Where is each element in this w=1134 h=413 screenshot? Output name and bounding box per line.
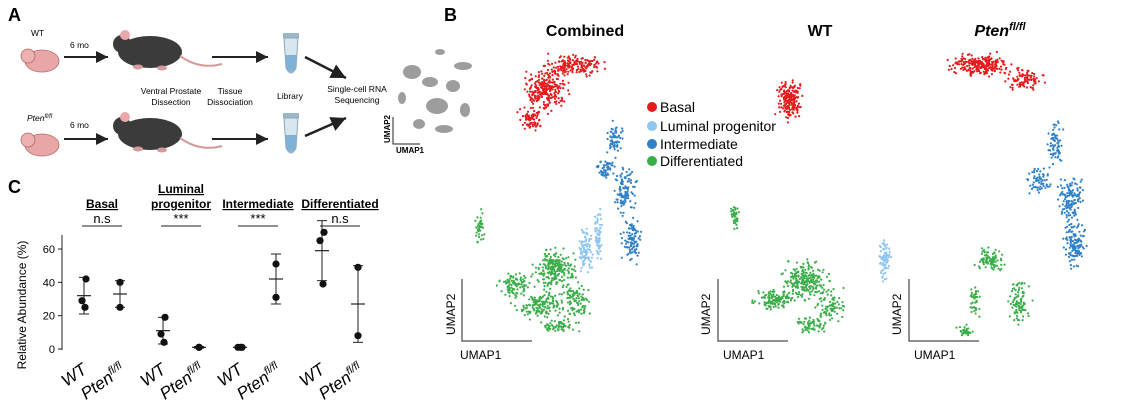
age-label-wt: 6 mo: [70, 40, 89, 50]
umap1-label-combined: UMAP1: [460, 348, 502, 362]
legend-dot-luminal: [647, 121, 657, 131]
legend-label-intermediate: Intermediate: [660, 136, 738, 152]
data-point: [237, 343, 245, 351]
y-axis-label: Relative Abundance (%): [15, 241, 29, 370]
umap-plot-wt: [730, 79, 893, 334]
step-seq-line1: Single-cell RNA: [327, 84, 387, 94]
group-title-line2: progenitor: [151, 197, 211, 211]
data-point: [195, 343, 203, 351]
umap1-label-wt: UMAP1: [723, 348, 765, 362]
data-point: [320, 228, 328, 236]
legend-dot-basal: [647, 102, 657, 112]
x-tick-label-pten: Ptenfl/fl: [315, 359, 367, 403]
step-tissue-line1: Tissue: [218, 86, 243, 96]
significance-label: n.s: [93, 211, 111, 226]
umap-title-pten: Ptenfl/fl: [974, 21, 1026, 40]
significance-label: ***: [173, 211, 188, 226]
pup-icon-wt: [20, 48, 60, 73]
panel-c-label: C: [8, 177, 21, 197]
umap1-label-pten: UMAP1: [914, 348, 956, 362]
mouse-icon-pten: [113, 112, 223, 153]
legend-label-basal: Basal: [660, 99, 695, 115]
mouse-icon-wt: [113, 30, 223, 71]
legend-dot-intermediate: [647, 139, 657, 149]
data-point: [272, 293, 280, 301]
data-point: [82, 275, 90, 283]
data-point: [160, 338, 168, 346]
age-label-pten: 6 mo: [70, 120, 89, 130]
pup-icon-pten: [20, 132, 60, 157]
significance-label: ***: [250, 211, 265, 226]
umap2-label-pten: UMAP2: [890, 293, 904, 335]
x-tick-label-pten: Ptenfl/fl: [77, 359, 129, 403]
data-point: [157, 330, 165, 338]
data-point: [78, 297, 86, 305]
umap-cluster-diff: [474, 208, 591, 333]
umap2-label-combined: UMAP2: [444, 293, 458, 335]
y-tick-label: 40: [43, 277, 55, 289]
y-tick-label: 20: [43, 311, 55, 323]
umap-cluster-diff: [730, 206, 846, 334]
umap-axes-wt: UMAP1 UMAP2: [699, 279, 788, 362]
umap-cluster-lum: [578, 207, 604, 274]
x-tick-label-pten: Ptenfl/fl: [156, 359, 208, 403]
data-point: [161, 313, 169, 321]
data-point: [319, 280, 327, 288]
umap-cluster-diff: [955, 246, 1034, 337]
arrow-to-seq-pten: [304, 116, 347, 138]
y-tick-label: 0: [49, 344, 55, 356]
group-title: Basal: [86, 197, 118, 211]
umap-plot-combined: [474, 52, 643, 333]
group-title: Luminal: [158, 182, 204, 196]
thumb-umap2-label: UMAP2: [383, 114, 392, 143]
umap-legend: Basal Luminal progenitor Intermediate Di…: [647, 99, 776, 169]
x-tick-label-pten: Ptenfl/fl: [233, 359, 285, 403]
pten-label-a: Ptenfl/fl: [27, 113, 53, 123]
umap-cluster-inter: [595, 119, 643, 266]
data-point: [272, 260, 280, 268]
data-point: [116, 303, 124, 311]
wt-label: WT: [31, 28, 44, 38]
group-title: Differentiated: [301, 197, 378, 211]
data-point: [316, 237, 324, 245]
step-dissection-line2: Dissection: [151, 97, 190, 107]
umap-plot-pten: [946, 50, 1088, 337]
umap-cluster-basal: [946, 50, 1046, 91]
significance-label: n.s: [331, 211, 349, 226]
data-point: [81, 303, 89, 311]
panel-b-label: B: [444, 5, 457, 25]
legend-label-differentiated: Differentiated: [660, 153, 743, 169]
group-title: Intermediate: [222, 197, 294, 211]
umap-axes-combined: UMAP1 UMAP2: [444, 279, 532, 362]
arrow-to-seq-wt: [304, 55, 347, 80]
umap-cluster-basal: [774, 79, 804, 124]
umap-axes-pten: UMAP1 UMAP2: [890, 279, 979, 362]
tube-icon-pten: [283, 113, 299, 154]
umap-cluster-inter: [1026, 120, 1088, 270]
thumb-umap1-label: UMAP1: [396, 146, 425, 155]
step-dissection-line1: Ventral Prostate: [141, 86, 202, 96]
umap-title-wt: WT: [808, 23, 833, 40]
umap-title-combined: Combined: [546, 23, 624, 40]
panel-a-label: A: [8, 5, 21, 25]
data-point: [354, 332, 362, 340]
data-point: [116, 278, 124, 286]
data-point: [354, 263, 362, 271]
tube-icon-wt: [283, 33, 299, 74]
umap-cluster-basal: [516, 52, 607, 132]
step-tissue-line2: Dissociation: [207, 97, 253, 107]
umap2-label-wt: UMAP2: [699, 293, 713, 335]
umap-thumbnail: UMAP1 UMAP2: [383, 49, 472, 155]
legend-dot-differentiated: [647, 156, 657, 166]
step-library: Library: [277, 91, 304, 101]
y-tick-label: 60: [43, 244, 55, 256]
legend-label-luminal: Luminal progenitor: [660, 118, 776, 134]
umap-cluster-lum: [878, 239, 893, 283]
step-seq-line2: Sequencing: [335, 95, 380, 105]
